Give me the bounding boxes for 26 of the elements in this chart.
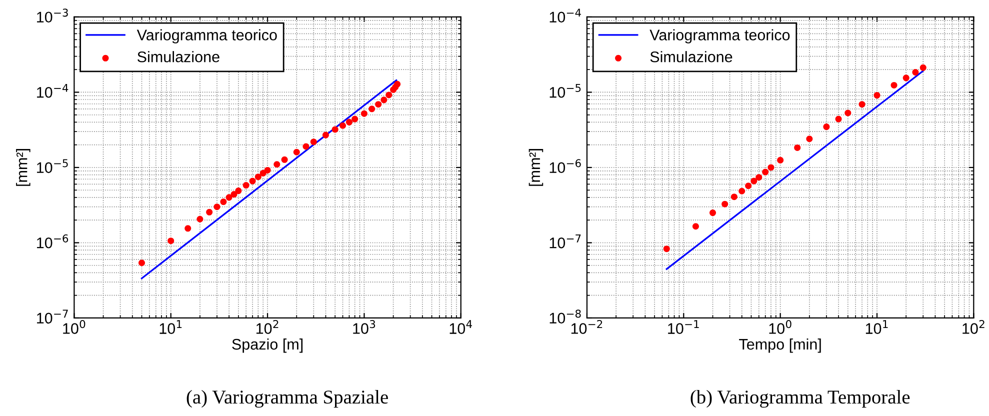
y-tick-label: 10$^{−4}$ <box>550 8 581 23</box>
y-axis-title: [mm²] <box>16 149 30 186</box>
x-tick-label: 10$^{−1}$ <box>668 320 699 334</box>
x-tick-label: 10$^{4}$ <box>450 320 472 334</box>
x-tick-label: 10$^{3}$ <box>353 320 376 334</box>
x-tick-label: 10$^{2}$ <box>256 320 278 334</box>
x-axis-title: Spazio [m] <box>232 338 303 353</box>
y-tick-label: 10$^{−5}$ <box>550 84 581 98</box>
x-axis-title: Tempo [min] <box>739 338 821 353</box>
y-tick-label: 10$^{−6}$ <box>37 234 68 248</box>
y-tick-label: 10$^{−3}$ <box>37 8 68 23</box>
x-tick-label: 10$^{0}$ <box>769 320 792 334</box>
x-tick-label: 10$^{1}$ <box>160 320 182 334</box>
text: (a) Variogramma Spaziale <box>186 390 388 408</box>
y-tick-label: 10$^{−6}$ <box>550 159 581 174</box>
x-tick-label: 10$^{1}$ <box>866 320 888 334</box>
legend-label: Variogramma teorico <box>650 29 790 44</box>
text: (b) Variogramma Temporale <box>690 390 910 408</box>
y-axis-title: [mm²] <box>528 149 544 186</box>
legend-label: Simulazione <box>650 51 732 62</box>
y-tick-label: 10$^{−7}$ <box>550 234 581 248</box>
legend-label: Simulazione <box>138 51 220 62</box>
y-tick-label: 10$^{−5}$ <box>37 159 68 174</box>
legend-label: Variogramma teorico <box>136 29 277 44</box>
y-tick-label: 10$^{−4}$ <box>37 84 68 98</box>
x-tick-label: 10$^{2}$ <box>962 320 984 334</box>
